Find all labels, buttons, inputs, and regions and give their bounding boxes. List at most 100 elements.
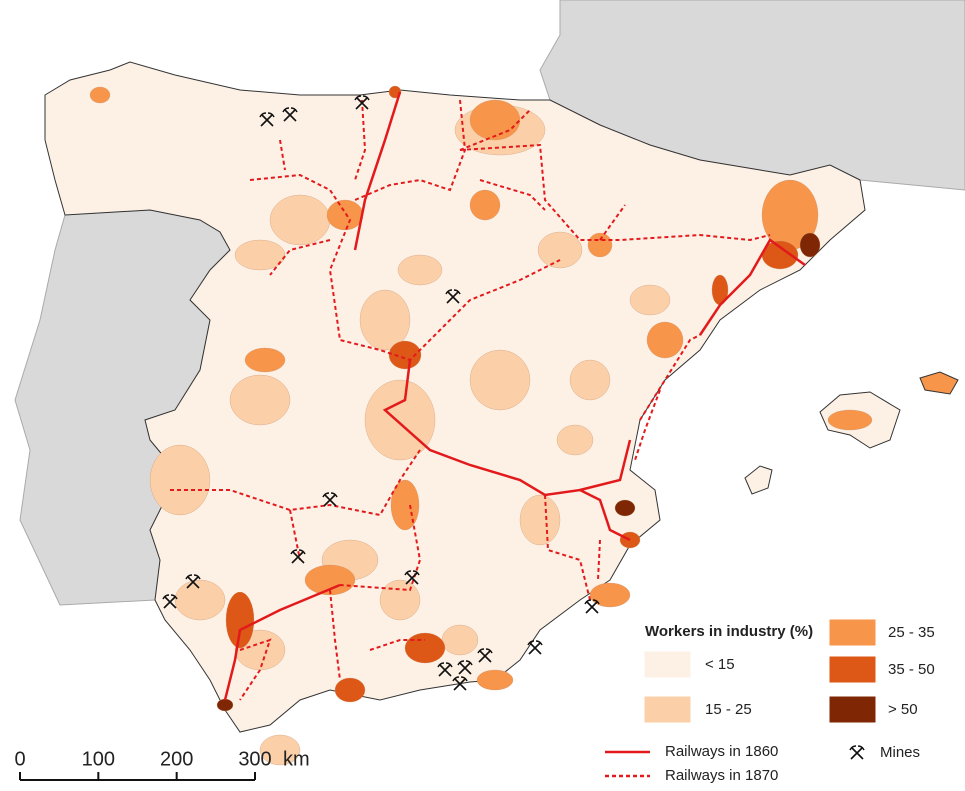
scale-label: 100 [82,748,115,770]
industry-area [556,424,594,456]
industry-area [234,239,286,271]
legend-swatch [829,619,876,646]
industry-area [334,677,366,703]
scale-bar: 0 100 200 300 km [14,748,310,781]
railway [354,99,367,181]
mine-symbol [584,599,600,614]
menorca [919,371,959,395]
mine-icon [445,289,461,304]
industry-area [379,579,421,621]
legend-label: 35 - 50 [888,661,935,678]
industry-area [244,347,286,373]
mine-icon [185,574,201,589]
mine-symbol [457,660,473,675]
mine-symbol [445,289,461,304]
legend-label: Railways in 1860 [665,743,778,760]
mine-symbol [849,745,865,760]
legend-label: Railways in 1870 [665,767,778,784]
mine-symbol [282,107,298,122]
scale-unit: km [283,748,310,770]
railway [459,109,531,151]
mine-symbol [527,640,543,655]
industry-area [304,564,356,596]
industry-area [216,698,234,712]
mine-icon [437,662,453,677]
railway [279,139,286,171]
railway [382,359,631,542]
legend-label: 15 - 25 [705,701,752,718]
industry-area [646,321,684,359]
industry-area [469,189,501,221]
railway [698,238,806,336]
industry-area [225,591,255,649]
industry-area [388,340,422,370]
mine-symbol [477,648,493,663]
mine-icon [322,492,338,507]
mine-icon [282,107,298,122]
scale-label: 300 [238,748,271,770]
mine-icon [452,676,468,691]
legend-swatch [829,696,876,723]
mine-symbol [185,574,201,589]
industry-area [469,349,531,411]
railway [479,179,546,211]
industry-area [827,409,873,431]
industry-area [569,359,611,401]
industry-area [174,579,226,621]
railway [354,99,467,201]
legend-swatch [829,656,876,683]
mine-icon [404,570,420,585]
mine-symbol [162,594,178,609]
industry-area [589,582,631,608]
legend-title: Workers in industry (%) [645,623,813,640]
mine-icon [259,112,275,127]
mine-icon [162,594,178,609]
industry-area [149,444,211,516]
railway [239,638,272,701]
industry-area [476,669,514,691]
mine-icon [584,599,600,614]
railway [599,204,626,241]
industry-area [441,624,479,656]
railway [170,449,421,517]
industry-area [390,479,420,531]
industry-area [359,289,411,351]
mine-icon [457,660,473,675]
mine-symbol [322,492,338,507]
mine-symbol [290,549,306,564]
industry-area [587,232,613,258]
industry-area [229,374,291,426]
legend-label: Mines [880,744,920,761]
industry-area [537,231,583,269]
mine-icon [290,549,306,564]
railway [634,389,661,461]
railway [459,143,771,242]
mine-icon [527,640,543,655]
industry-area [259,734,301,766]
ibiza [744,465,773,495]
mine-icon [849,745,865,760]
scale-label: 0 [14,748,25,770]
mine-symbol [354,95,370,110]
mine-symbol [437,662,453,677]
railway [289,509,301,561]
railway [353,91,402,251]
railway [223,583,341,701]
land-layer [14,0,965,733]
railway [249,173,561,362]
industry-patches [89,85,873,766]
industry-area [364,379,436,461]
industry-area [269,194,331,246]
legend-swatch [644,651,691,678]
industry-area [469,99,521,141]
scale-label: 200 [160,748,193,770]
railway [329,589,341,681]
legend-label: > 50 [888,701,918,718]
mine-icon [354,95,370,110]
railway [369,639,425,651]
legend-label: 25 - 35 [888,624,935,641]
legend-label: < 15 [705,656,735,673]
railway [639,334,701,421]
railway [544,494,591,601]
